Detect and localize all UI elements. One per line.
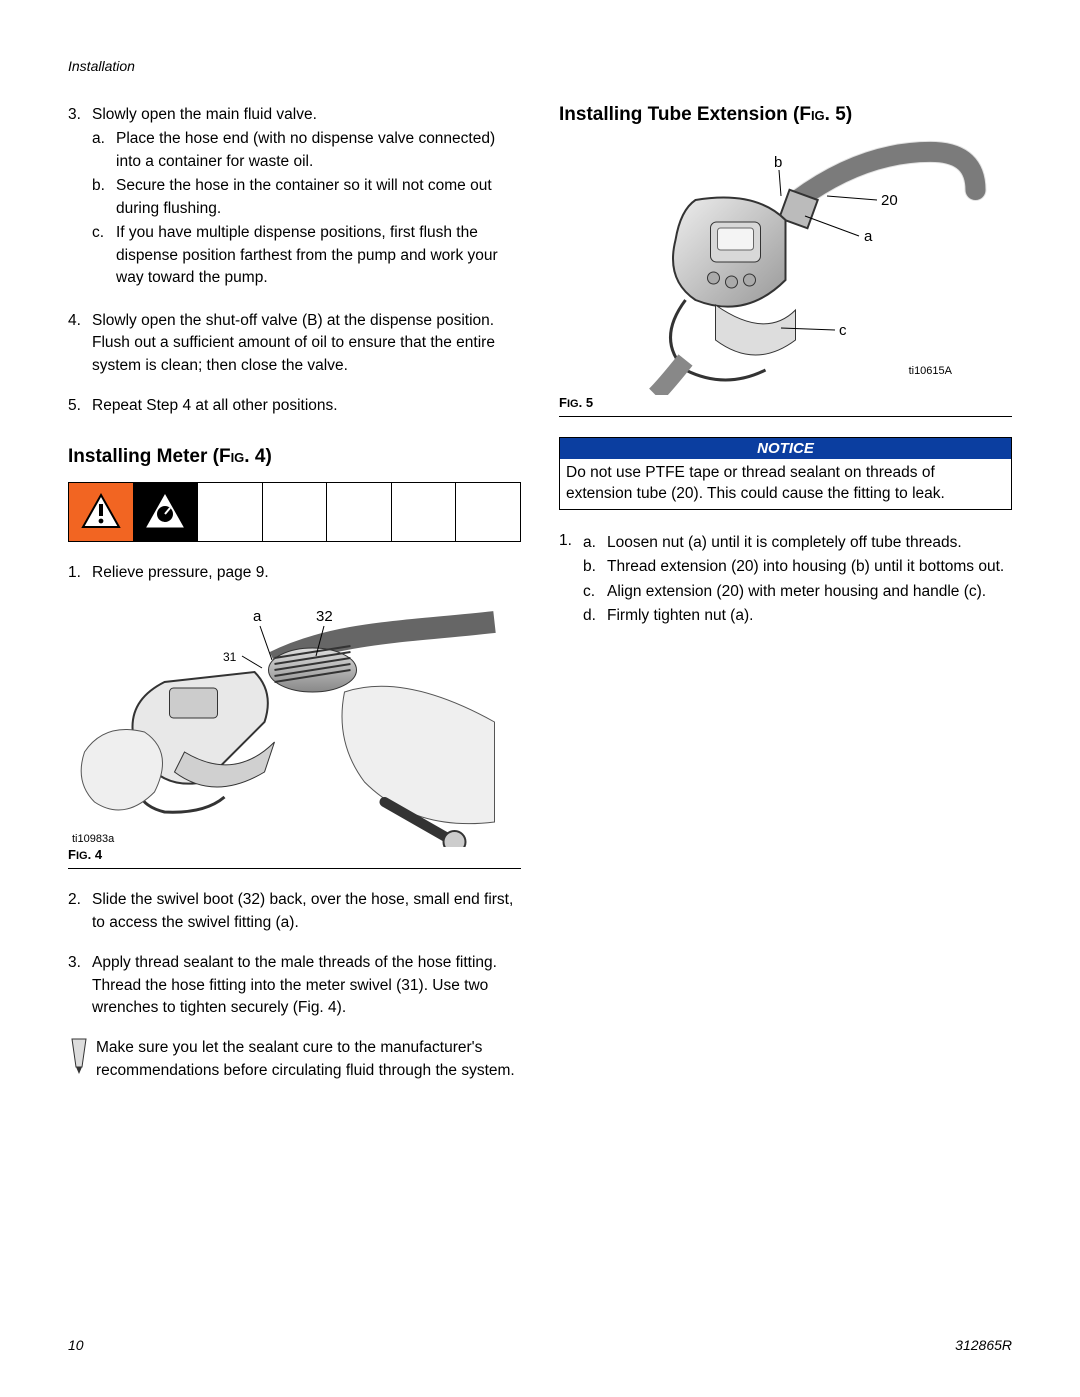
step-3b: b.Secure the hose in the container so it… — [92, 175, 521, 220]
meter-step-3: 3. Apply thread sealant to the male thre… — [68, 952, 521, 1019]
warning-cell-empty — [456, 483, 520, 541]
pressure-icon: MPa/bar/PSI — [134, 483, 199, 541]
header-section: Installation — [68, 58, 1012, 74]
installing-meter-heading: Installing Meter (Fig. 4) — [68, 446, 521, 468]
warning-icon — [69, 483, 134, 541]
notice-box: NOTICE Do not use PTFE tape or thread se… — [559, 437, 1012, 510]
warning-icon-row: MPa/bar/PSI — [68, 482, 521, 542]
page: Installation 3. Slowly open the main flu… — [0, 0, 1080, 1397]
meter-step-2: 2. Slide the swivel boot (32) back, over… — [68, 889, 521, 934]
svg-text:MPa/bar/PSI: MPa/bar/PSI — [154, 520, 177, 525]
figure-4: a 32 31 ti10983a FIG. 4 — [68, 602, 521, 869]
step-4: 4. Slowly open the shut-off valve (B) at… — [68, 310, 521, 377]
tube-step-1d: d.Firmly tighten nut (a). — [583, 605, 1012, 627]
figure-5-label: FIG. 5 — [559, 395, 1012, 410]
two-column-layout: 3. Slowly open the main fluid valve. a.P… — [68, 104, 1012, 1083]
tube-step-1: 1. a.Loosen nut (a) until it is complete… — [559, 530, 1012, 630]
right-column: Installing Tube Extension (Fig. 5) — [559, 104, 1012, 1083]
installing-tube-heading: Installing Tube Extension (Fig. 5) — [559, 104, 1012, 126]
figure-4-ti: ti10983a — [72, 833, 114, 845]
meter-step-1: 1. Relieve pressure, page 9. — [68, 562, 521, 584]
step-number: 3. — [68, 104, 92, 292]
figure-5-image: b 20 a c ti10615A — [559, 140, 1012, 395]
figure-5: b 20 a c ti10615A FIG. 5 — [559, 140, 1012, 417]
left-column: 3. Slowly open the main fluid valve. a.P… — [68, 104, 521, 1083]
doc-number: 312865R — [955, 1337, 1012, 1353]
warning-cell-empty — [263, 483, 328, 541]
tube-step-1b: b.Thread extension (20) into housing (b)… — [583, 556, 1012, 578]
warning-cell-empty — [198, 483, 263, 541]
notice-heading: NOTICE — [560, 438, 1011, 459]
step-3a: a.Place the hose end (with no dispense v… — [92, 128, 521, 173]
sealant-note: Make sure you let the sealant cure to th… — [68, 1037, 521, 1082]
pencil-icon — [68, 1037, 96, 1082]
install-meter-steps: 1. Relieve pressure, page 9. — [68, 562, 521, 584]
warning-cell-empty — [392, 483, 457, 541]
page-number: 10 — [68, 1337, 84, 1353]
figure-5-ti: ti10615A — [909, 365, 952, 377]
tube-step-1a: a.Loosen nut (a) until it is completely … — [583, 532, 1012, 554]
step-3: 3. Slowly open the main fluid valve. a.P… — [68, 104, 521, 292]
step-5: 5. Repeat Step 4 at all other positions. — [68, 395, 521, 417]
figure-4-label: FIG. 4 — [68, 847, 521, 862]
figure-4-image: a 32 31 ti10983a — [68, 602, 521, 847]
notice-body: Do not use PTFE tape or thread sealant o… — [560, 459, 1011, 509]
tube-steps: 1. a.Loosen nut (a) until it is complete… — [559, 530, 1012, 630]
flush-steps: 3. Slowly open the main fluid valve. a.P… — [68, 104, 521, 418]
install-meter-steps-cont: 2. Slide the swivel boot (32) back, over… — [68, 889, 521, 1019]
step-3c: c.If you have multiple dispense position… — [92, 222, 521, 289]
tube-step-1c: c.Align extension (20) with meter housin… — [583, 581, 1012, 603]
page-footer: 10 312865R — [68, 1337, 1012, 1353]
step-3-lead: Slowly open the main fluid valve. — [92, 106, 317, 123]
warning-cell-empty — [327, 483, 392, 541]
